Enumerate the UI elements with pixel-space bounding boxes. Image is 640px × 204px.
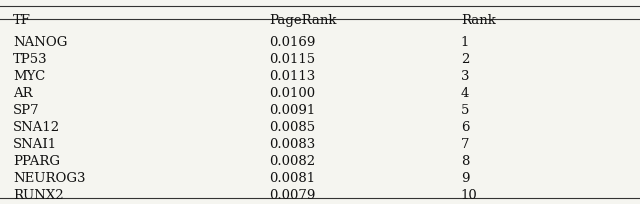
Text: AR: AR <box>13 87 33 100</box>
Text: 9: 9 <box>461 172 469 185</box>
Text: NEUROG3: NEUROG3 <box>13 172 85 185</box>
Text: PageRank: PageRank <box>269 14 336 27</box>
Text: 10: 10 <box>461 189 477 202</box>
Text: Rank: Rank <box>461 14 495 27</box>
Text: PPARG: PPARG <box>13 155 60 168</box>
Text: TF: TF <box>13 14 31 27</box>
Text: 1: 1 <box>461 36 469 49</box>
Text: SNAI1: SNAI1 <box>13 138 57 151</box>
Text: 0.0081: 0.0081 <box>269 172 315 185</box>
Text: 0.0085: 0.0085 <box>269 121 315 134</box>
Text: 4: 4 <box>461 87 469 100</box>
Text: 7: 7 <box>461 138 469 151</box>
Text: 0.0115: 0.0115 <box>269 53 315 66</box>
Text: 2: 2 <box>461 53 469 66</box>
Text: 0.0091: 0.0091 <box>269 104 315 117</box>
Text: SNA12: SNA12 <box>13 121 60 134</box>
Text: 0.0113: 0.0113 <box>269 70 315 83</box>
Text: 5: 5 <box>461 104 469 117</box>
Text: 0.0083: 0.0083 <box>269 138 315 151</box>
Text: 0.0082: 0.0082 <box>269 155 315 168</box>
Text: 0.0100: 0.0100 <box>269 87 315 100</box>
Text: SP7: SP7 <box>13 104 40 117</box>
Text: 3: 3 <box>461 70 469 83</box>
Text: 8: 8 <box>461 155 469 168</box>
Text: TP53: TP53 <box>13 53 47 66</box>
Text: 0.0169: 0.0169 <box>269 36 315 49</box>
Text: 0.0079: 0.0079 <box>269 189 315 202</box>
Text: NANOG: NANOG <box>13 36 67 49</box>
Text: MYC: MYC <box>13 70 45 83</box>
Text: RUNX2: RUNX2 <box>13 189 63 202</box>
Text: 6: 6 <box>461 121 469 134</box>
